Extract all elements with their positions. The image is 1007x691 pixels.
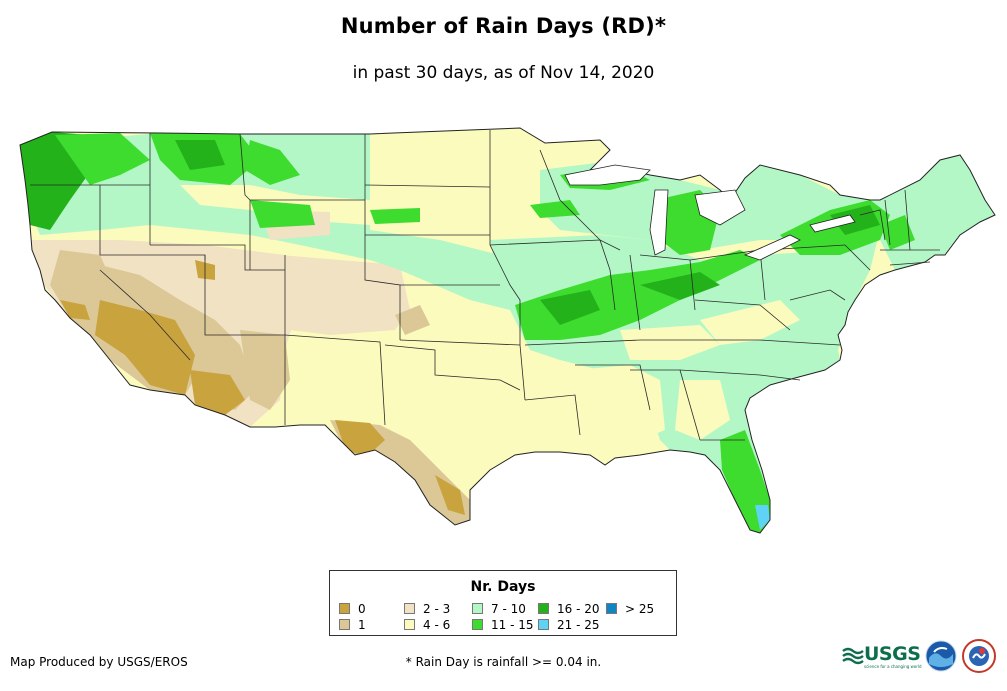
map-subtitle: in past 30 days, as of Nov 14, 2020 — [352, 63, 655, 83]
legend-swatch — [404, 603, 415, 614]
legend-label: 16 - 20 — [557, 602, 600, 616]
legend-swatch — [606, 603, 617, 614]
legend-label: 7 - 10 — [491, 602, 526, 616]
noaa-logo — [925, 640, 957, 672]
usgs-tagline: science for a changing world — [864, 664, 922, 669]
nws-logo — [962, 639, 996, 673]
legend-swatch — [538, 619, 549, 630]
usgs-wordmark: USGS — [864, 643, 921, 665]
legend-swatch — [472, 603, 483, 614]
usgs-logo: USGS science for a changing world — [842, 642, 922, 669]
legend-title: Nr. Days — [470, 579, 536, 595]
legend-label: 0 — [358, 602, 366, 616]
legend-swatch — [339, 603, 350, 614]
legend-label: > 25 — [625, 602, 655, 616]
legend-swatch — [538, 603, 549, 614]
legend-label: 1 — [358, 618, 366, 632]
legend-label: 2 - 3 — [423, 602, 451, 616]
credit-text: Map Produced by USGS/EROS — [10, 655, 188, 669]
footnote-text: * Rain Day is rainfall >= 0.04 in. — [405, 655, 602, 669]
legend-swatch — [404, 619, 415, 630]
legend-swatch — [472, 619, 483, 630]
legend-label: 4 - 6 — [423, 618, 451, 632]
legend-label: 21 - 25 — [557, 618, 600, 632]
legend-label: 11 - 15 — [491, 618, 534, 632]
map-title: Number of Rain Days (RD)* — [340, 14, 667, 38]
legend-swatch — [339, 619, 350, 630]
usgs-wave-icon — [842, 647, 864, 665]
legend: Nr. Days 0 1 2 - 3 4 - 6 7 - 10 11 - 15 … — [329, 570, 677, 636]
